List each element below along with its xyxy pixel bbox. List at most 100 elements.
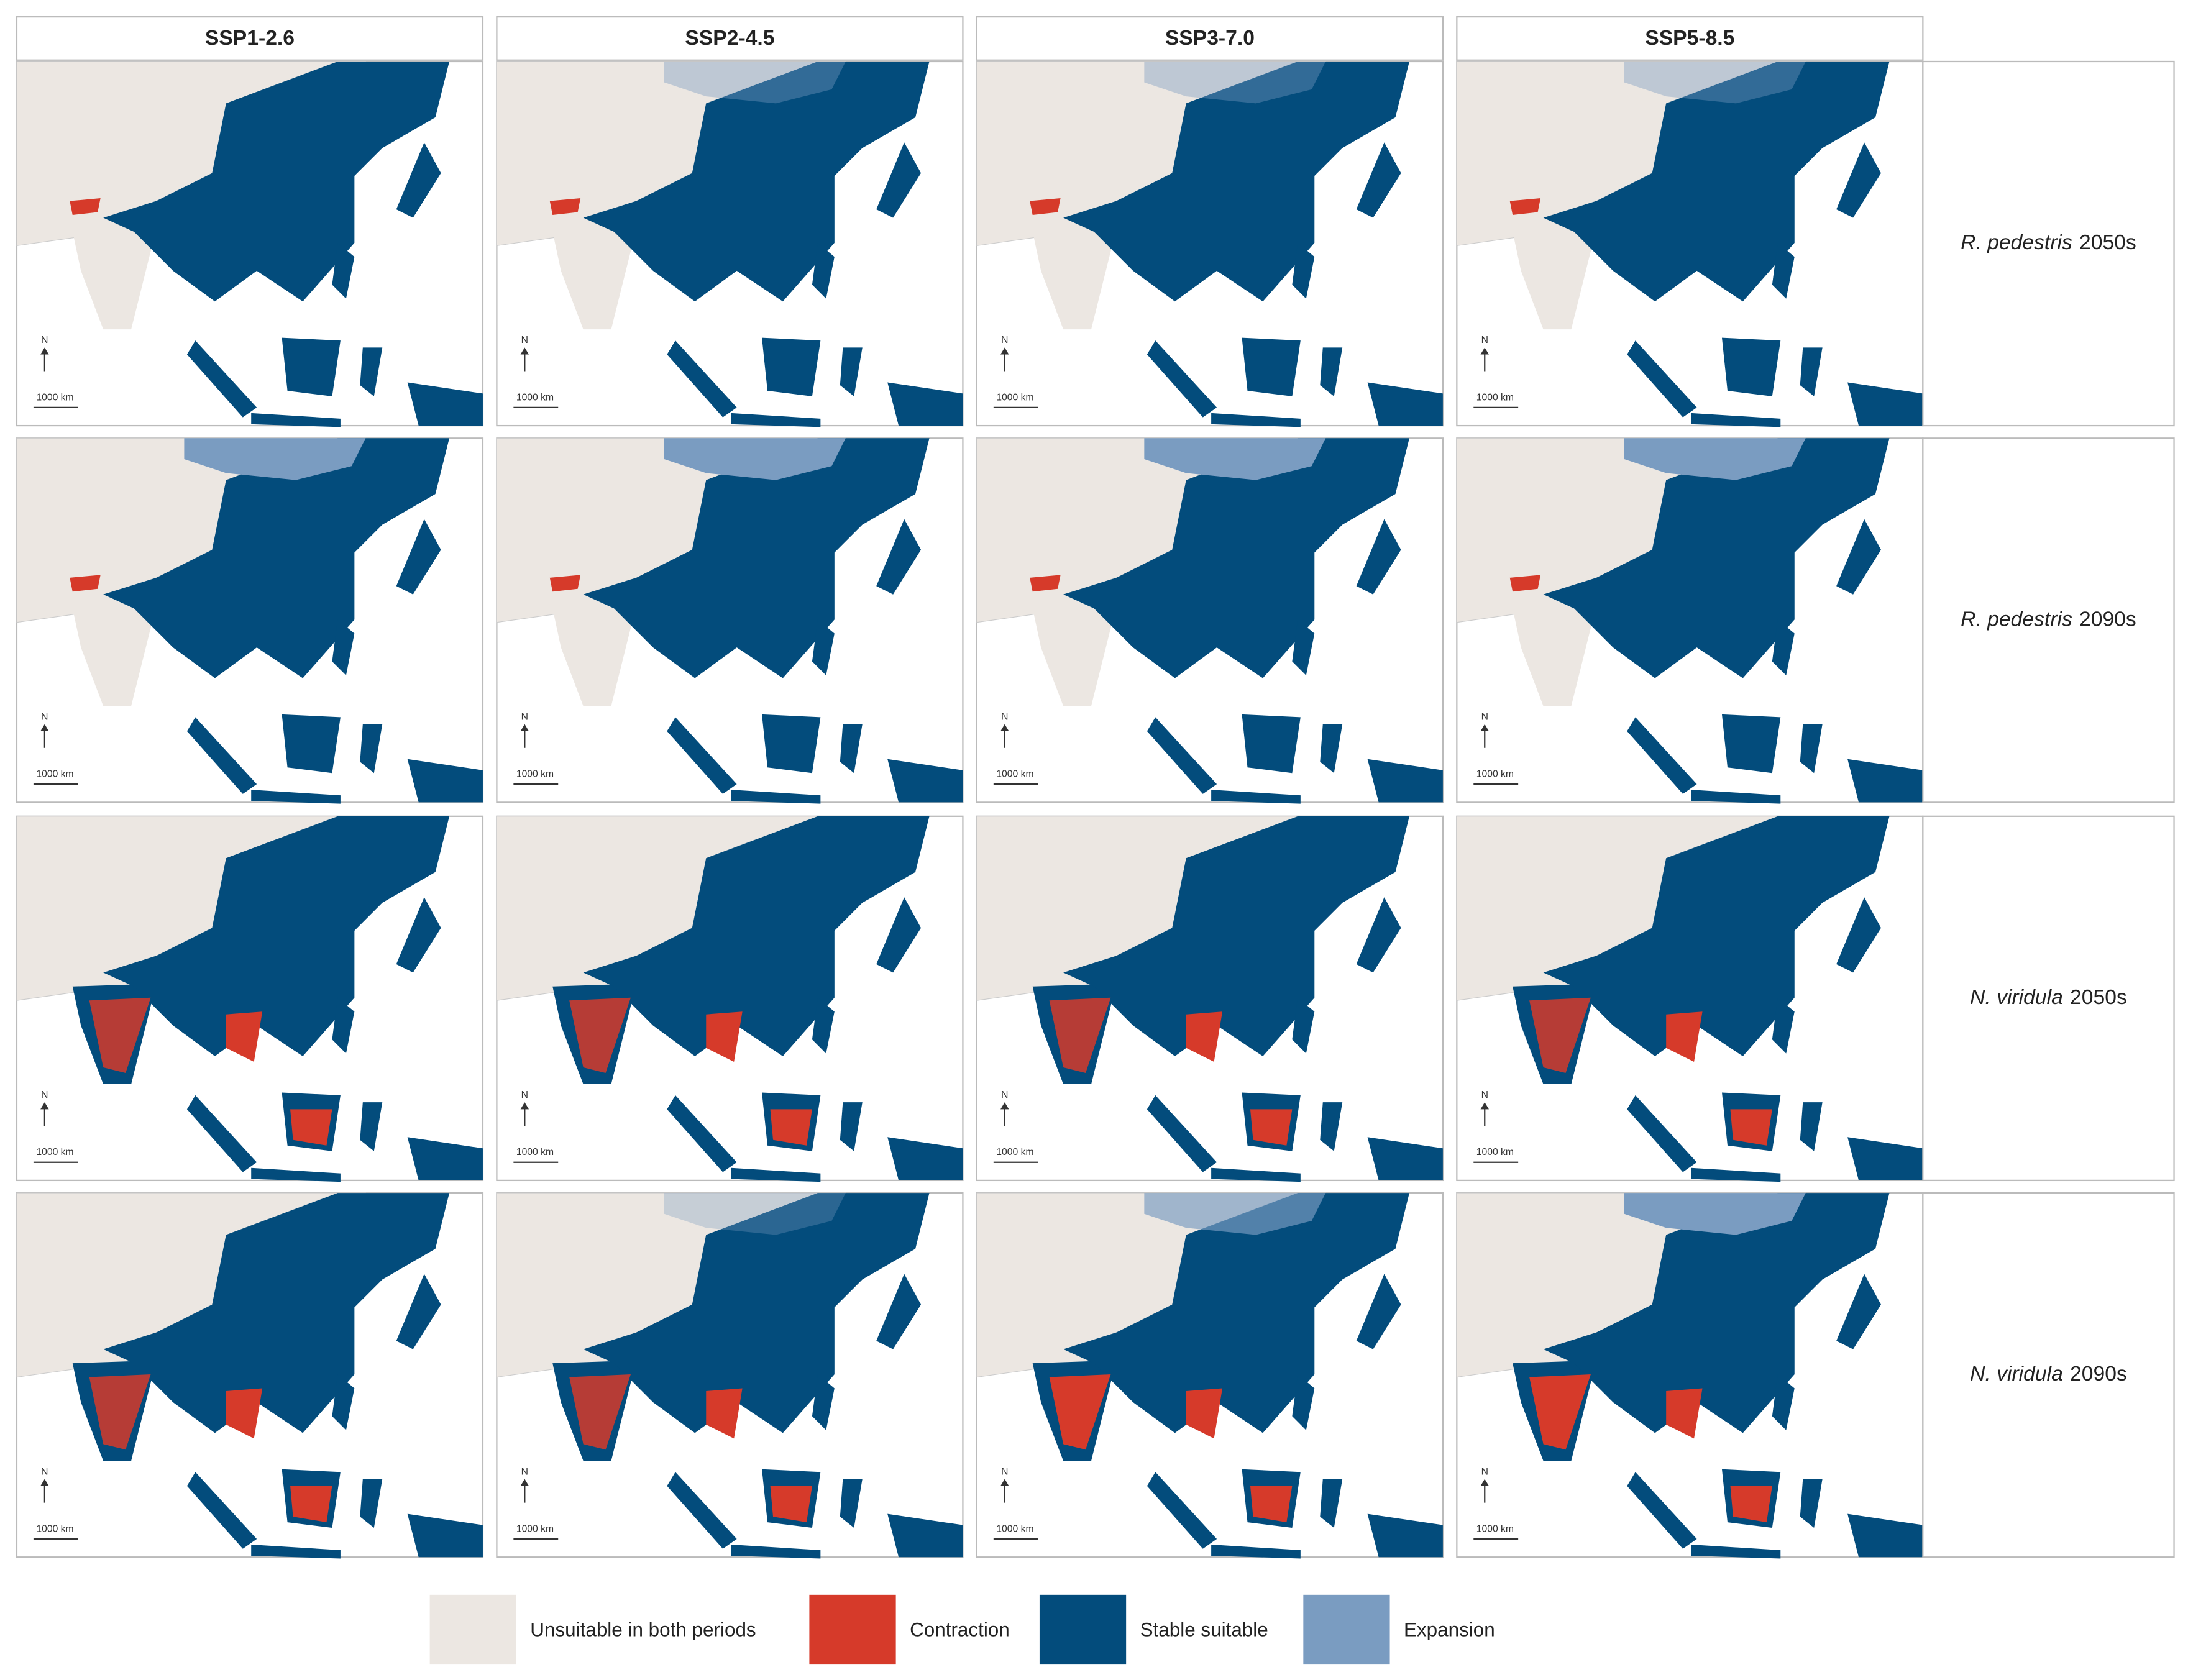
row-label: R. pedestris 2050s xyxy=(1961,231,2136,254)
north-label: N xyxy=(1481,1090,1488,1100)
region-java xyxy=(731,790,821,804)
contraction-patch xyxy=(1186,1388,1223,1439)
legend-label: Expansion xyxy=(1404,1619,1495,1641)
region-guinea xyxy=(887,1137,963,1180)
north-label: N xyxy=(1001,1466,1008,1477)
species-name: R. pedestris xyxy=(1961,231,2072,254)
region-phil xyxy=(812,242,835,299)
region-sumatra xyxy=(186,717,257,794)
header-cell xyxy=(1456,16,1924,61)
region-china xyxy=(1063,61,1409,302)
scale-label: 1000 km xyxy=(36,392,73,403)
region-sumatra xyxy=(1627,1472,1697,1549)
region-japan xyxy=(1356,142,1401,218)
north-label: N xyxy=(41,1466,48,1477)
expansion-patch xyxy=(1144,1193,1326,1235)
region-china xyxy=(583,438,930,678)
north-label: N xyxy=(521,335,528,345)
column-header: SSP5-8.5 xyxy=(1645,27,1734,50)
region-guinea xyxy=(407,759,483,803)
region-phil xyxy=(1292,619,1315,676)
map-panel: N 1000 km xyxy=(496,437,964,804)
region-japan xyxy=(396,142,441,218)
region-sulawesi xyxy=(1320,1479,1343,1528)
region-japan xyxy=(396,897,441,973)
contraction-patch xyxy=(549,575,581,592)
contraction-patch xyxy=(1186,1011,1223,1062)
contraction-patch xyxy=(1030,198,1061,215)
north-label: N xyxy=(41,1090,48,1100)
region-japan xyxy=(876,142,922,218)
region-china xyxy=(103,61,450,302)
region-borneo xyxy=(762,337,821,396)
region-guinea xyxy=(887,1513,963,1558)
legend-label: Contraction xyxy=(910,1619,1010,1641)
region-sumatra xyxy=(667,717,737,794)
region-borneo xyxy=(1721,714,1781,774)
row-label: R. pedestris 2090s xyxy=(1961,608,2136,631)
contraction-patch xyxy=(1666,1388,1703,1439)
region-japan xyxy=(396,1274,441,1349)
region-china xyxy=(103,816,450,1057)
region-japan xyxy=(1356,1274,1401,1349)
north-arrowhead xyxy=(520,724,529,731)
contraction-patch xyxy=(70,198,101,215)
north-label: N xyxy=(1001,335,1008,345)
region-phil xyxy=(332,619,355,676)
region-sulawesi xyxy=(1320,724,1343,774)
north-arrowhead xyxy=(40,724,49,731)
region-sulawesi xyxy=(1800,1102,1823,1151)
contraction-patch xyxy=(706,1011,743,1062)
region-china xyxy=(1063,1193,1409,1433)
header-cell xyxy=(496,16,964,61)
region-java xyxy=(731,1544,821,1559)
region-guinea xyxy=(407,1137,483,1180)
map-panel: N 1000 km xyxy=(16,815,484,1182)
contraction-patch xyxy=(1730,1486,1772,1523)
north-label: N xyxy=(1481,1466,1488,1477)
region-phil xyxy=(332,242,355,299)
region-guinea xyxy=(1367,759,1443,803)
region-china xyxy=(1063,438,1409,678)
region-sulawesi xyxy=(840,1102,863,1151)
expansion-patch xyxy=(664,61,846,104)
header-cell xyxy=(16,16,484,61)
map-panel: N 1000 km xyxy=(1456,1192,1924,1559)
north-label: N xyxy=(1001,1090,1008,1100)
region-phil xyxy=(1772,997,1795,1054)
region-sulawesi xyxy=(1320,1102,1343,1151)
region-guinea xyxy=(1847,1137,1923,1180)
india xyxy=(1032,229,1117,330)
row-label-cell xyxy=(1922,60,2175,427)
region-phil xyxy=(812,619,835,676)
region-java xyxy=(1691,1544,1781,1559)
column-header: SSP1-2.6 xyxy=(205,27,295,50)
region-japan xyxy=(1836,142,1881,218)
region-sulawesi xyxy=(840,1479,863,1528)
contraction-patch xyxy=(1666,1011,1703,1062)
region-sulawesi xyxy=(1320,347,1343,396)
region-phil xyxy=(332,997,355,1054)
region-borneo xyxy=(1242,337,1301,396)
contraction-patch xyxy=(1049,997,1111,1074)
header-cell xyxy=(976,16,1444,61)
north-label: N xyxy=(521,1090,528,1100)
scale-label: 1000 km xyxy=(996,392,1033,403)
north-label: N xyxy=(521,1466,528,1477)
species-name: R. pedestris xyxy=(1961,608,2072,631)
map-panel: N 1000 km xyxy=(16,60,484,427)
region-phil xyxy=(1772,242,1795,299)
map-panel: N 1000 km xyxy=(976,437,1444,804)
region-sulawesi xyxy=(360,347,383,396)
map-panel: N 1000 km xyxy=(976,60,1444,427)
region-guinea xyxy=(1367,1137,1443,1180)
row-label-cell xyxy=(1922,1192,2175,1558)
region-china xyxy=(103,1193,450,1433)
map-panel: N 1000 km xyxy=(1456,60,1924,427)
legend-swatch xyxy=(429,1594,516,1665)
india xyxy=(1513,229,1596,330)
region-phil xyxy=(332,1374,355,1430)
map-panel: N 1000 km xyxy=(976,1192,1444,1559)
north-label: N xyxy=(1481,335,1488,345)
